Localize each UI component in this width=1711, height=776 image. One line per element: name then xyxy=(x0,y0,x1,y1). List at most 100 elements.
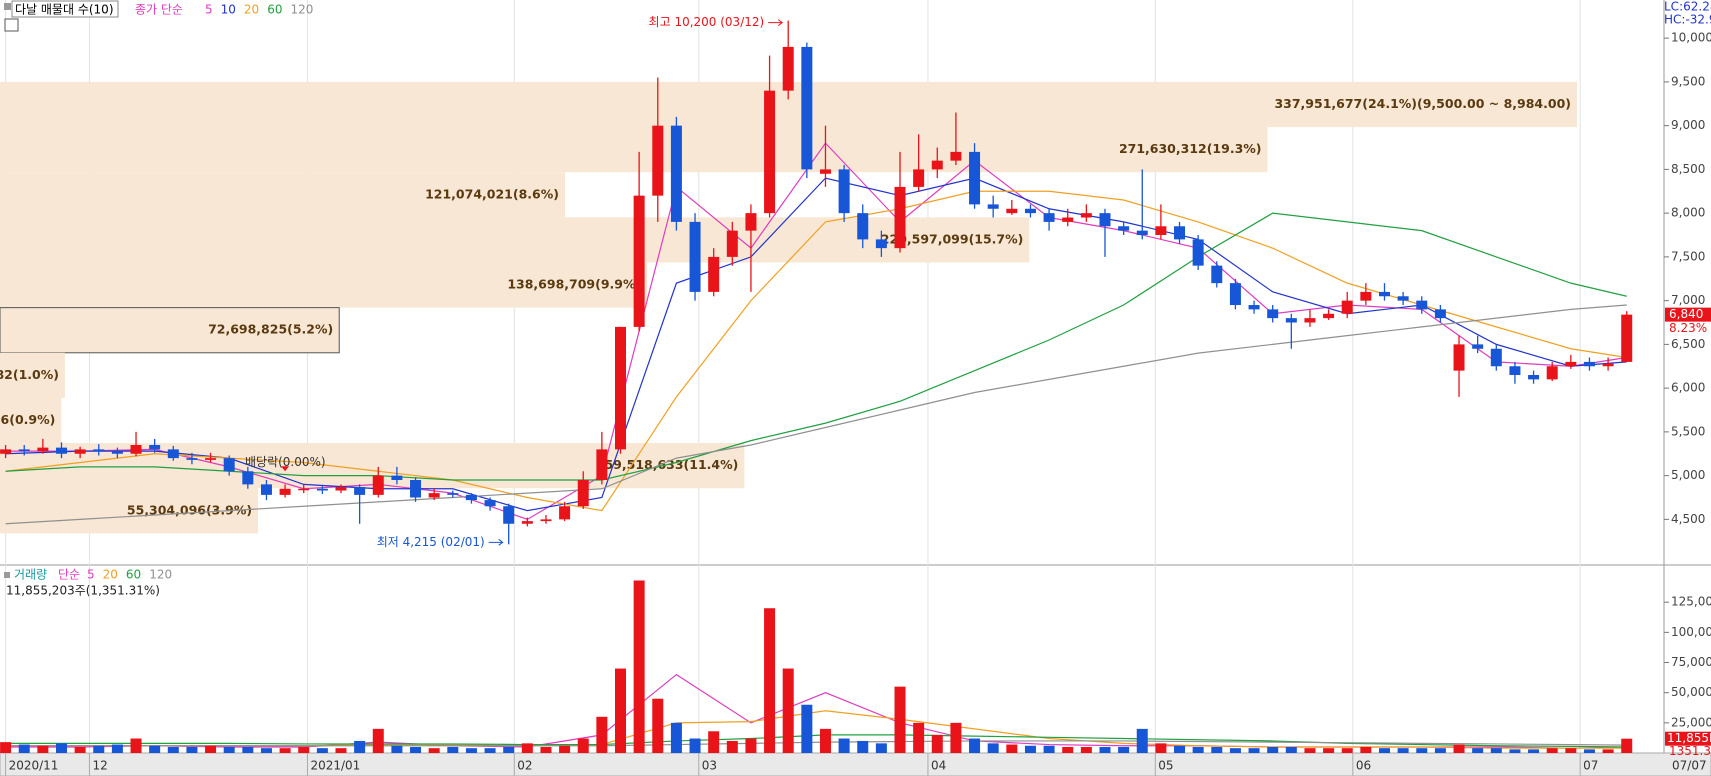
volume-bar xyxy=(857,740,869,753)
profile-label: 13,142,106(0.9%) xyxy=(0,412,55,427)
candle-body xyxy=(875,239,887,249)
candle-body xyxy=(1229,283,1241,306)
candle-body xyxy=(1192,239,1204,266)
volume-bar xyxy=(950,722,962,753)
volume-bar xyxy=(1434,748,1446,753)
candle-body xyxy=(410,480,422,498)
x-tick-label: 07 xyxy=(1583,759,1598,773)
volume-bar xyxy=(503,746,515,753)
candle-body xyxy=(596,449,608,481)
candle-body xyxy=(1118,226,1130,231)
candle-body xyxy=(969,151,981,205)
candle-body xyxy=(1621,314,1633,362)
x-tick-label: 12 xyxy=(92,759,107,773)
volume-bar xyxy=(801,704,813,753)
y-tick-label: 6,500 xyxy=(1671,337,1705,351)
candle-body xyxy=(1546,366,1558,380)
volume-bar xyxy=(242,746,254,753)
volume-bar xyxy=(670,722,682,753)
candle-body xyxy=(708,256,720,292)
candle-body xyxy=(1323,313,1335,319)
candle-body xyxy=(1528,375,1540,380)
volume-bar xyxy=(615,668,627,753)
candle-body xyxy=(335,487,347,491)
volume-bar xyxy=(354,740,366,753)
candle-body xyxy=(465,494,477,501)
x-tick-label: 04 xyxy=(931,759,946,773)
candle-body xyxy=(1285,318,1297,323)
volume-bar xyxy=(465,748,477,753)
candle-body xyxy=(1304,318,1316,323)
y-tick-label: 7,500 xyxy=(1671,249,1705,263)
volume-bar xyxy=(298,746,310,753)
volume-bar xyxy=(1621,738,1633,753)
legend-title: 다날 매물대 수(10) xyxy=(15,3,114,17)
volume-bar xyxy=(1546,748,1558,753)
volume-bar xyxy=(1136,728,1148,753)
volume-bar xyxy=(1304,748,1316,753)
candle-body xyxy=(260,484,272,495)
candle-body xyxy=(1602,363,1614,367)
volume-bar xyxy=(652,698,664,753)
legend-entry: 5 xyxy=(87,568,95,582)
volume-bar xyxy=(745,738,757,753)
price-tag-label: 6,840 xyxy=(1669,307,1703,321)
candle-body xyxy=(559,506,571,520)
volume-bar xyxy=(484,748,496,753)
volume-bar xyxy=(633,580,645,753)
candle-body xyxy=(1211,265,1223,284)
volume-bar xyxy=(1509,749,1521,753)
candle-body xyxy=(149,445,161,450)
volume-bar xyxy=(987,743,999,753)
high-arrow xyxy=(768,19,784,27)
volume-bar xyxy=(819,728,831,753)
volume-bar xyxy=(1174,745,1186,753)
y-tick-label: 8,000 xyxy=(1671,206,1705,220)
volume-bar xyxy=(428,748,440,753)
volume-bar xyxy=(1360,746,1372,753)
candle-body xyxy=(857,213,869,240)
candle-body xyxy=(55,447,67,454)
candle-body xyxy=(577,480,589,507)
candle-body xyxy=(913,169,925,187)
y-tick-label: 5,000 xyxy=(1671,468,1705,482)
volume-bar xyxy=(521,743,533,753)
candle-body xyxy=(894,186,906,249)
legend-entry: 5 xyxy=(205,3,213,17)
candle-body xyxy=(354,487,366,495)
volume-bar xyxy=(1043,745,1055,753)
volume-bar xyxy=(447,746,459,753)
candle-body xyxy=(0,449,12,454)
volume-bar xyxy=(205,745,217,753)
volume-bar xyxy=(596,716,608,753)
volume-bar xyxy=(764,608,776,753)
moving-average xyxy=(5,212,1627,481)
candle-body xyxy=(1006,208,1018,214)
volume-bar xyxy=(0,742,12,753)
volume-bar xyxy=(1062,746,1074,753)
volume-bar xyxy=(1378,748,1390,753)
candle-body xyxy=(428,493,440,498)
candle-body xyxy=(1453,344,1465,371)
volume-bar xyxy=(1323,748,1335,753)
candle-body xyxy=(726,230,738,257)
candle-body xyxy=(1248,305,1260,310)
legend-entry: 60 xyxy=(267,3,282,17)
candle-body xyxy=(503,506,515,524)
candle-body xyxy=(1062,217,1074,222)
candle-body xyxy=(1434,309,1446,319)
volume-bar xyxy=(186,746,198,753)
legend-icon xyxy=(4,3,11,10)
volume-bar xyxy=(1490,748,1502,753)
y-tick-label: 100,000K xyxy=(1671,625,1711,639)
candle-body xyxy=(1024,208,1036,214)
profile-bar xyxy=(0,127,1268,173)
volume-bar xyxy=(969,738,981,753)
candle-body xyxy=(950,151,962,161)
legend-ma-title: 종가 단순 xyxy=(135,3,183,17)
candle-body xyxy=(1043,213,1055,222)
profile-bar xyxy=(0,352,65,398)
candle-body xyxy=(298,488,310,491)
candle-body xyxy=(1509,366,1521,376)
volume-bar xyxy=(1229,748,1241,753)
